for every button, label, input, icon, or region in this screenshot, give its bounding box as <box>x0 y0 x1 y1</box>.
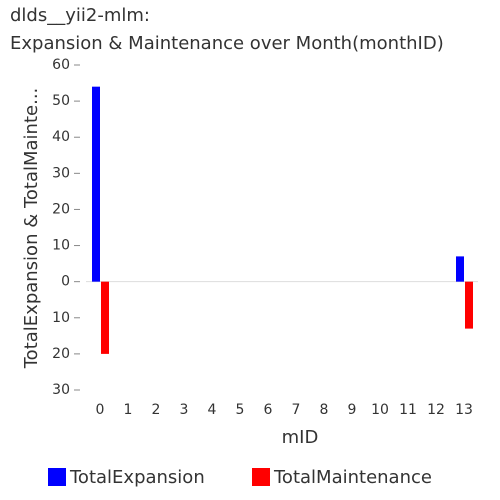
legend-swatch <box>252 468 270 486</box>
x-axis-label: mID <box>282 427 319 448</box>
y-tick-label: 60 <box>52 57 70 73</box>
y-axis-label: TotalExpansion & TotalMainte... <box>21 88 42 370</box>
chart-subtitle: Expansion & Maintenance over Month(month… <box>10 33 444 54</box>
x-tick-label: 3 <box>180 402 189 418</box>
x-tick-label: 11 <box>399 402 417 418</box>
y-tick-label: 0 <box>61 274 70 290</box>
bar <box>465 281 473 329</box>
y-tick-label: 50 <box>52 93 70 109</box>
y-tick-label: 40 <box>52 129 70 145</box>
x-tick-label: 13 <box>455 402 473 418</box>
y-tick-label: 10 <box>52 238 70 254</box>
bar <box>101 281 109 354</box>
bar <box>456 256 464 282</box>
bar <box>92 86 100 282</box>
x-tick-label: 1 <box>124 402 133 418</box>
x-tick-label: 10 <box>371 402 389 418</box>
x-tick-label: 6 <box>264 402 273 418</box>
y-tick-label: 20 <box>52 346 70 362</box>
y-tick-label: 30 <box>52 382 70 398</box>
x-tick-label: 0 <box>96 402 105 418</box>
x-tick-label: 5 <box>236 402 245 418</box>
y-tick-label: 30 <box>52 165 70 181</box>
x-tick-label: 8 <box>320 402 329 418</box>
y-tick-label: 10 <box>52 310 70 326</box>
x-tick-label: 4 <box>208 402 217 418</box>
x-tick-label: 9 <box>348 402 357 418</box>
legend-swatch <box>48 468 66 486</box>
x-tick-label: 7 <box>292 402 301 418</box>
legend-label: TotalExpansion <box>69 467 205 488</box>
chart-title: dlds__yii2-mlm: <box>10 5 150 26</box>
x-tick-label: 12 <box>427 402 445 418</box>
legend-label: TotalMaintenance <box>273 467 432 488</box>
x-tick-label: 2 <box>152 402 161 418</box>
y-tick-label: 20 <box>52 201 70 217</box>
